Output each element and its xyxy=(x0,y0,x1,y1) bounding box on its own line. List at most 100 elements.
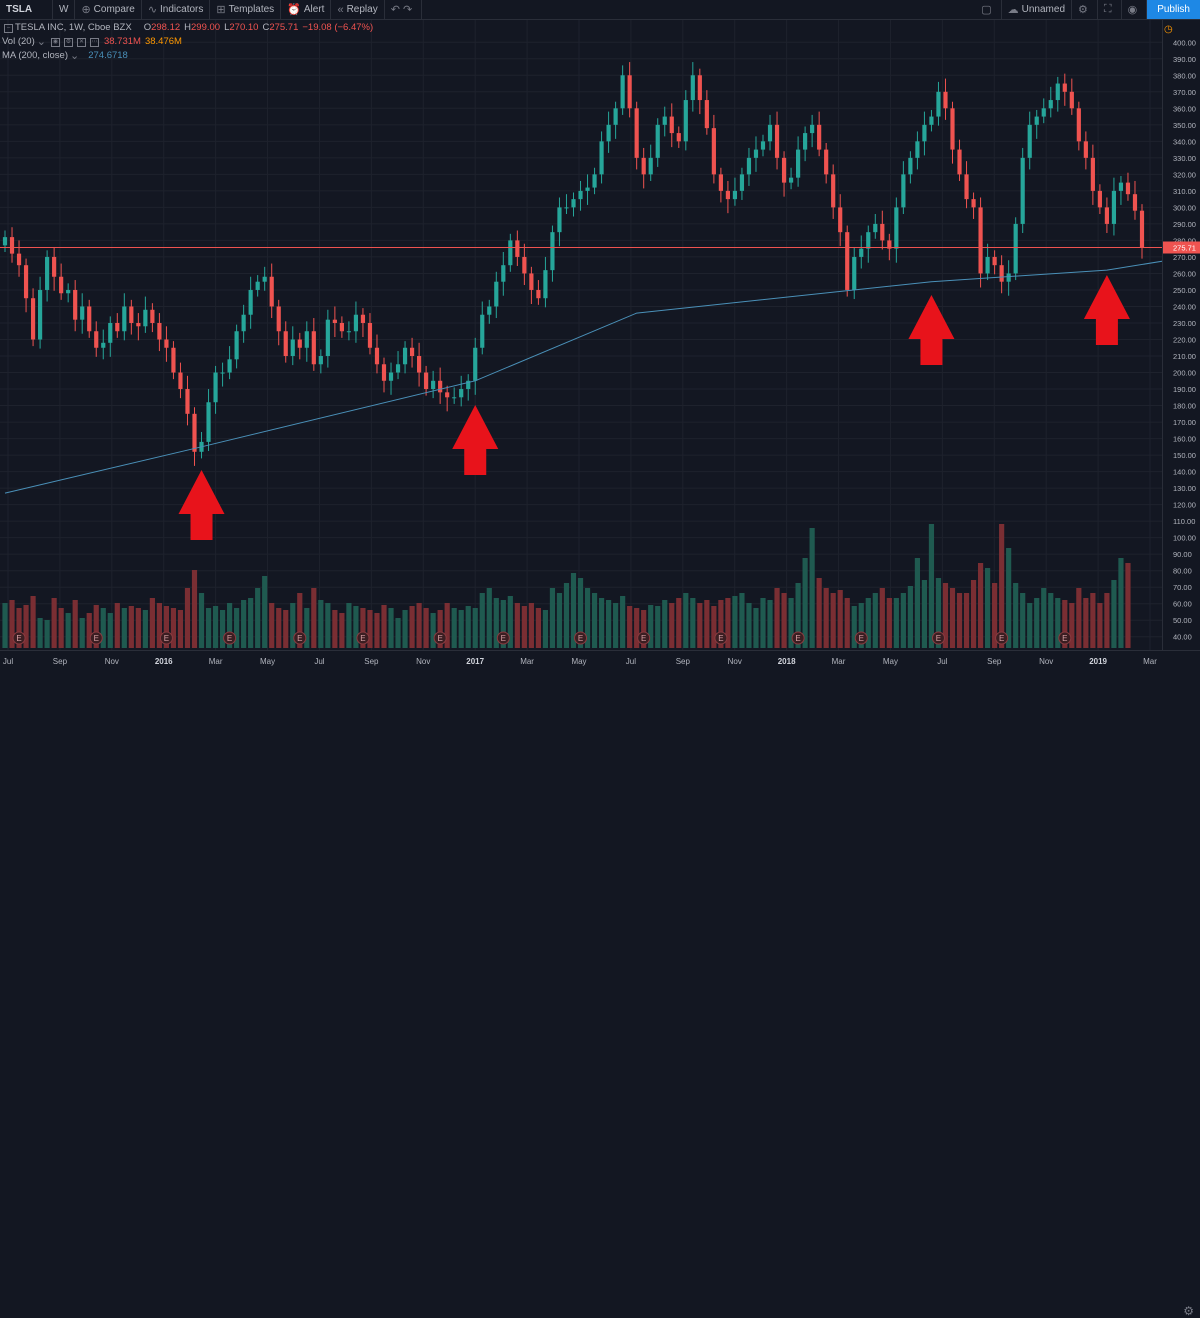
volume-bar xyxy=(374,613,380,648)
svg-text:E: E xyxy=(936,634,941,643)
undo-icon: ↶ xyxy=(390,4,400,16)
volume-bar xyxy=(1062,600,1068,648)
symbol-search[interactable]: TSLA xyxy=(0,0,53,19)
volume-bar xyxy=(711,606,717,648)
candle xyxy=(115,313,120,338)
volume-bar xyxy=(1041,588,1047,648)
candle xyxy=(73,280,78,332)
candle xyxy=(213,365,218,414)
candle xyxy=(459,375,464,407)
interval-button[interactable]: W xyxy=(53,0,76,19)
eye-icon[interactable]: ◉ xyxy=(50,37,60,47)
gear-icon[interactable]: ⚙ xyxy=(1183,1304,1194,1318)
candle xyxy=(648,144,653,181)
candle xyxy=(810,114,815,148)
more-icon[interactable]: ⋯ xyxy=(89,37,99,47)
price-tick-label: 70.00 xyxy=(1173,583,1192,592)
price-tick-label: 360.00 xyxy=(1173,104,1196,113)
settings-button[interactable]: ⚙ xyxy=(1072,0,1098,19)
time-tick-label: Nov xyxy=(105,657,119,666)
volume-bar xyxy=(353,606,359,648)
cloud-icon: ☁ xyxy=(1007,4,1019,16)
undo-button[interactable]: ↶ ↷ xyxy=(385,0,423,19)
volume-bar xyxy=(725,598,731,648)
time-tick-label: Jul xyxy=(937,657,947,666)
volume-bar xyxy=(956,593,963,648)
legend-l-label: L xyxy=(224,22,230,33)
candle xyxy=(381,357,387,393)
volume-bar xyxy=(900,593,906,648)
layout-name[interactable]: ☁ Unnamed xyxy=(1002,0,1072,19)
volume-bar xyxy=(1125,563,1131,648)
collapse-icon[interactable]: – xyxy=(4,23,13,33)
candle xyxy=(922,111,927,156)
candle xyxy=(178,362,183,399)
earnings-marker-icon: E xyxy=(854,631,868,645)
candle xyxy=(971,192,976,219)
volume-bar xyxy=(528,603,534,648)
volume-bar xyxy=(79,618,85,648)
chevron-down-icon[interactable]: ⌄ xyxy=(70,50,80,62)
snapshot-button[interactable]: ◉ xyxy=(1122,0,1148,19)
price-tick-label: 200.00 xyxy=(1173,369,1196,378)
candle xyxy=(536,280,541,305)
svg-text:E: E xyxy=(501,634,506,643)
price-tick-label: 40.00 xyxy=(1173,633,1192,642)
indicators-label: Indicators xyxy=(160,4,204,15)
time-tick-label: Nov xyxy=(1039,657,1053,666)
candle xyxy=(52,247,57,291)
volume-bar xyxy=(219,610,226,648)
candle xyxy=(30,288,36,347)
volume-bar xyxy=(332,610,338,648)
compare-label: Compare xyxy=(93,4,135,15)
candle xyxy=(1055,76,1060,112)
clock-icon[interactable]: ◷ xyxy=(1164,24,1173,35)
volume-bar xyxy=(1055,598,1061,648)
candle xyxy=(501,251,506,296)
alert-button[interactable]: ⏰ Alert xyxy=(281,0,332,19)
candle xyxy=(466,374,471,401)
volume-bar xyxy=(191,570,198,648)
close-icon[interactable]: ✕ xyxy=(76,37,86,47)
volume-bar xyxy=(809,528,815,648)
volume-bar xyxy=(1048,593,1054,648)
candle xyxy=(845,225,850,297)
redo-icon[interactable]: ↷ xyxy=(402,4,413,16)
volume-bar xyxy=(851,606,857,648)
price-axis[interactable]: 400.00 390.00 380.00 370.00 360.00 350.00 340.… xyxy=(1162,20,1200,650)
layout-toggle-button[interactable]: ▢ xyxy=(975,0,1002,19)
svg-text:E: E xyxy=(297,634,302,643)
svg-text:E: E xyxy=(1062,634,1067,643)
candle xyxy=(487,299,492,324)
earnings-marker-icon: E xyxy=(356,631,370,645)
chevron-down-icon[interactable]: ⌄ xyxy=(36,36,46,48)
volume-bar xyxy=(739,593,745,648)
volume-bar xyxy=(1069,603,1075,648)
publish-button[interactable]: Publish xyxy=(1147,0,1200,19)
legend-title: TESLA INC, 1W, Cboe BZX xyxy=(15,22,132,33)
price-tick-label: 60.00 xyxy=(1173,600,1192,609)
earnings-marker-icon: E xyxy=(574,631,588,645)
volume-bar xyxy=(93,605,99,648)
indicators-button[interactable]: ∿ Indicators xyxy=(142,0,211,19)
candle xyxy=(480,301,485,355)
time-axis-labels: Jul Sep Nov 2016 Mar May Jul Sep Nov 2017 Mar May Ju… xyxy=(3,657,1157,666)
volume-bar xyxy=(683,593,689,648)
candle xyxy=(866,225,871,263)
candle xyxy=(725,180,731,214)
volume-bar xyxy=(865,598,871,648)
candle xyxy=(192,407,197,466)
replay-button[interactable]: «Replay xyxy=(331,0,385,19)
time-axis[interactable]: Jul Sep Nov 2016 Mar May Jul Sep Nov 2017 Mar May Ju… xyxy=(0,650,1200,1318)
price-tick-label: 320.00 xyxy=(1173,170,1196,179)
volume-bar xyxy=(690,598,696,648)
legend-c-value: 275.71 xyxy=(269,22,299,33)
earnings-marker-icon: E xyxy=(433,631,447,645)
templates-button[interactable]: ⊞ Templates xyxy=(210,0,282,19)
volume-bar xyxy=(914,558,921,648)
fullscreen-button[interactable]: ⛶ xyxy=(1098,0,1122,19)
settings-icon[interactable]: ⚙ xyxy=(63,37,73,47)
candle xyxy=(297,332,302,360)
compare-button[interactable]: ⊕ Compare xyxy=(75,0,142,19)
